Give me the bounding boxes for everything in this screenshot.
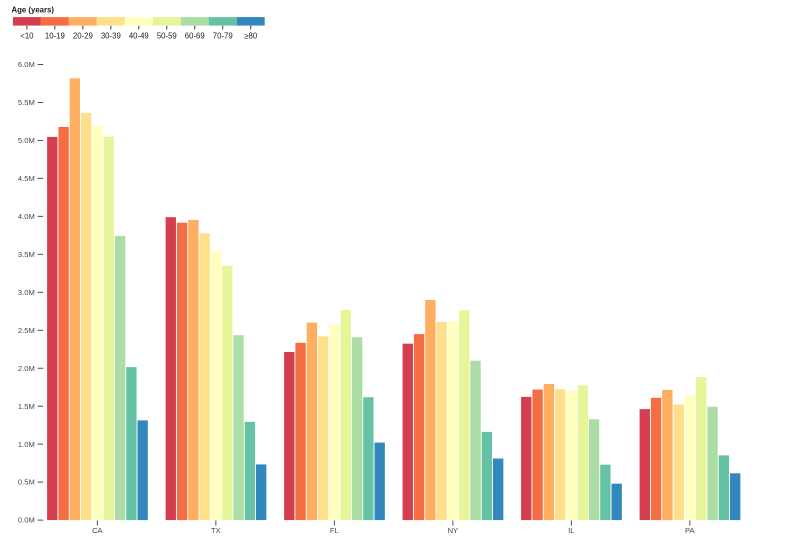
svg-text:20-29: 20-29 xyxy=(73,31,93,40)
svg-text:3.5M: 3.5M xyxy=(18,250,35,259)
svg-text:50-59: 50-59 xyxy=(157,31,177,40)
svg-text:3.0M: 3.0M xyxy=(18,288,35,297)
svg-text:TX: TX xyxy=(211,526,221,535)
svg-text:Age (years): Age (years) xyxy=(12,6,55,15)
svg-text:6.0M: 6.0M xyxy=(18,60,35,69)
svg-text:NY: NY xyxy=(448,526,459,535)
svg-text:CA: CA xyxy=(92,526,103,535)
svg-text:10-19: 10-19 xyxy=(45,31,65,40)
svg-text:≥80: ≥80 xyxy=(244,31,258,40)
svg-text:1.5M: 1.5M xyxy=(18,402,35,411)
svg-text:5.0M: 5.0M xyxy=(18,136,35,145)
svg-text:4.5M: 4.5M xyxy=(18,174,35,183)
svg-text:0.0M: 0.0M xyxy=(18,516,35,525)
svg-text:1.0M: 1.0M xyxy=(18,440,35,449)
svg-text:60-69: 60-69 xyxy=(185,31,205,40)
svg-text:0.5M: 0.5M xyxy=(18,478,35,487)
svg-text:<10: <10 xyxy=(20,31,34,40)
svg-text:70-79: 70-79 xyxy=(213,31,233,40)
svg-text:30-39: 30-39 xyxy=(101,31,121,40)
svg-text:40-49: 40-49 xyxy=(129,31,149,40)
svg-text:5.5M: 5.5M xyxy=(18,98,35,107)
svg-text:IL: IL xyxy=(568,526,574,535)
svg-text:FL: FL xyxy=(330,526,339,535)
svg-text:4.0M: 4.0M xyxy=(18,212,35,221)
svg-text:2.5M: 2.5M xyxy=(18,326,35,335)
svg-text:PA: PA xyxy=(685,526,696,535)
svg-text:2.0M: 2.0M xyxy=(18,364,35,373)
